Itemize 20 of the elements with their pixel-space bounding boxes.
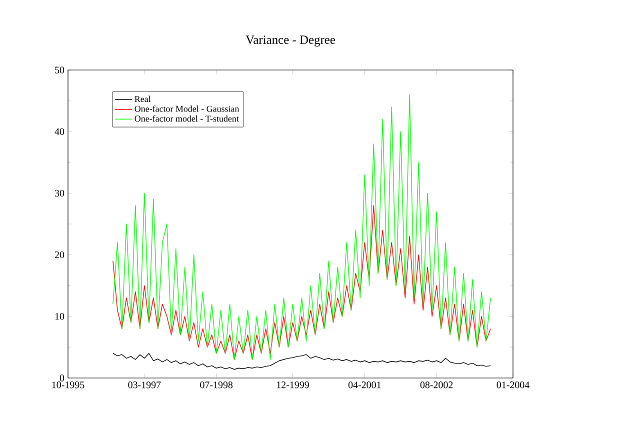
legend-label: One-factor Model - Gaussian [134, 105, 240, 112]
x-tick-label: 04-2001 [348, 382, 381, 388]
x-tick-label: 12-1999 [277, 382, 309, 388]
y-tick-label: 40 [54, 128, 64, 135]
y-tick-label: 0 [60, 374, 64, 382]
legend-label: Real [134, 96, 151, 102]
y-tick-label: 10 [55, 313, 64, 320]
line-series [112, 205, 491, 360]
y-tick-label: 30 [55, 190, 64, 197]
chart-title: Variance - Degree [246, 36, 336, 46]
x-tick-label: 10-1995 [52, 382, 84, 388]
y-tick-label: 50 [55, 66, 64, 74]
x-tick-label: 07-1998 [200, 382, 233, 388]
x-tick-label: 01-2004 [496, 382, 530, 388]
line-series [112, 353, 491, 370]
x-tick-label: 03-1997 [128, 382, 161, 388]
line-series [112, 94, 491, 360]
y-tick-label: 20 [54, 251, 64, 258]
x-tick-label: 08-2002 [420, 382, 453, 388]
legend-label: One-factor model - T-student [134, 115, 239, 122]
